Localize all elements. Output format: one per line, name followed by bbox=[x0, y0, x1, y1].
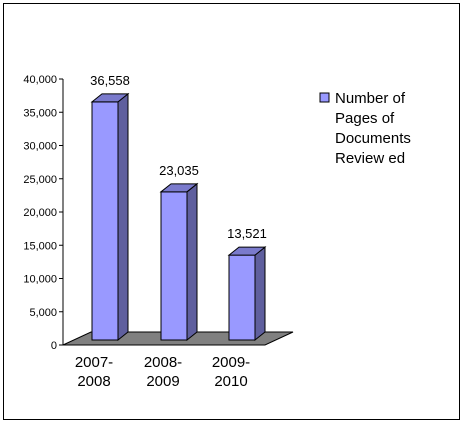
x-tick-label: 2009-2010 bbox=[212, 354, 250, 390]
bar-side bbox=[117, 92, 129, 342]
data-label: 23,035 bbox=[159, 163, 199, 178]
bar-front bbox=[160, 191, 188, 341]
data-label: 13,521 bbox=[227, 226, 267, 241]
bar-side bbox=[186, 182, 198, 342]
y-tick-label: 35,000 bbox=[23, 107, 57, 119]
data-label: 36,558 bbox=[90, 73, 130, 88]
bar-side bbox=[254, 246, 266, 342]
y-tick-label: 10,000 bbox=[23, 274, 57, 286]
x-tick-label: 2007-2008 bbox=[75, 354, 113, 390]
bar-top bbox=[90, 93, 130, 103]
y-tick-label: 40,000 bbox=[23, 74, 57, 86]
y-tick-label: 20,000 bbox=[23, 207, 57, 219]
bar bbox=[90, 92, 130, 342]
y-tick-label: 30,000 bbox=[23, 141, 57, 153]
bar-top bbox=[227, 246, 267, 256]
bar-top bbox=[159, 183, 199, 193]
bar-front bbox=[91, 101, 119, 341]
legend-swatch bbox=[319, 92, 330, 103]
y-tick-label: 25,000 bbox=[23, 174, 57, 186]
chart-frame bbox=[3, 3, 460, 420]
y-tick-label: 5,000 bbox=[29, 307, 57, 319]
y-tick-label: 0 bbox=[51, 340, 57, 352]
x-tick-label: 2008-2009 bbox=[144, 354, 182, 390]
legend-label: Number of Pages of Documents Review ed bbox=[335, 90, 411, 167]
y-tick-label: 15,000 bbox=[23, 240, 57, 252]
bar bbox=[227, 246, 267, 342]
bar bbox=[159, 182, 199, 342]
bar-front bbox=[228, 254, 256, 341]
